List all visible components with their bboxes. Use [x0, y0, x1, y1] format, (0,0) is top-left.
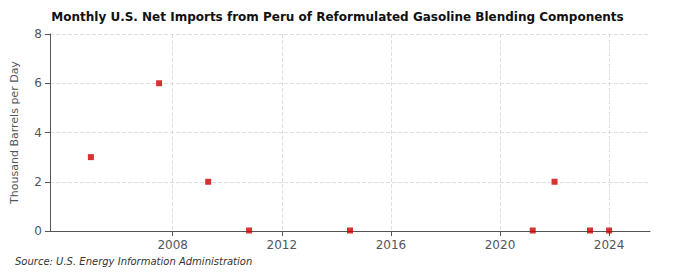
svg-text:2: 2: [34, 175, 42, 189]
svg-text:2020: 2020: [485, 238, 516, 252]
svg-text:2016: 2016: [376, 238, 407, 252]
svg-text:2024: 2024: [594, 238, 625, 252]
svg-text:Monthly U.S. Net Imports from: Monthly U.S. Net Imports from Peru of Re…: [51, 10, 623, 24]
svg-text:Thousand Barrels per Day: Thousand Barrels per Day: [8, 61, 21, 205]
svg-text:4: 4: [34, 126, 42, 140]
svg-text:0: 0: [34, 224, 42, 238]
svg-text:Source: U.S. Energy Informatio: Source: U.S. Energy Information Administ…: [15, 256, 252, 267]
svg-text:2008: 2008: [157, 238, 188, 252]
svg-text:2012: 2012: [267, 238, 298, 252]
svg-text:8: 8: [34, 27, 42, 41]
svg-text:6: 6: [34, 76, 42, 90]
